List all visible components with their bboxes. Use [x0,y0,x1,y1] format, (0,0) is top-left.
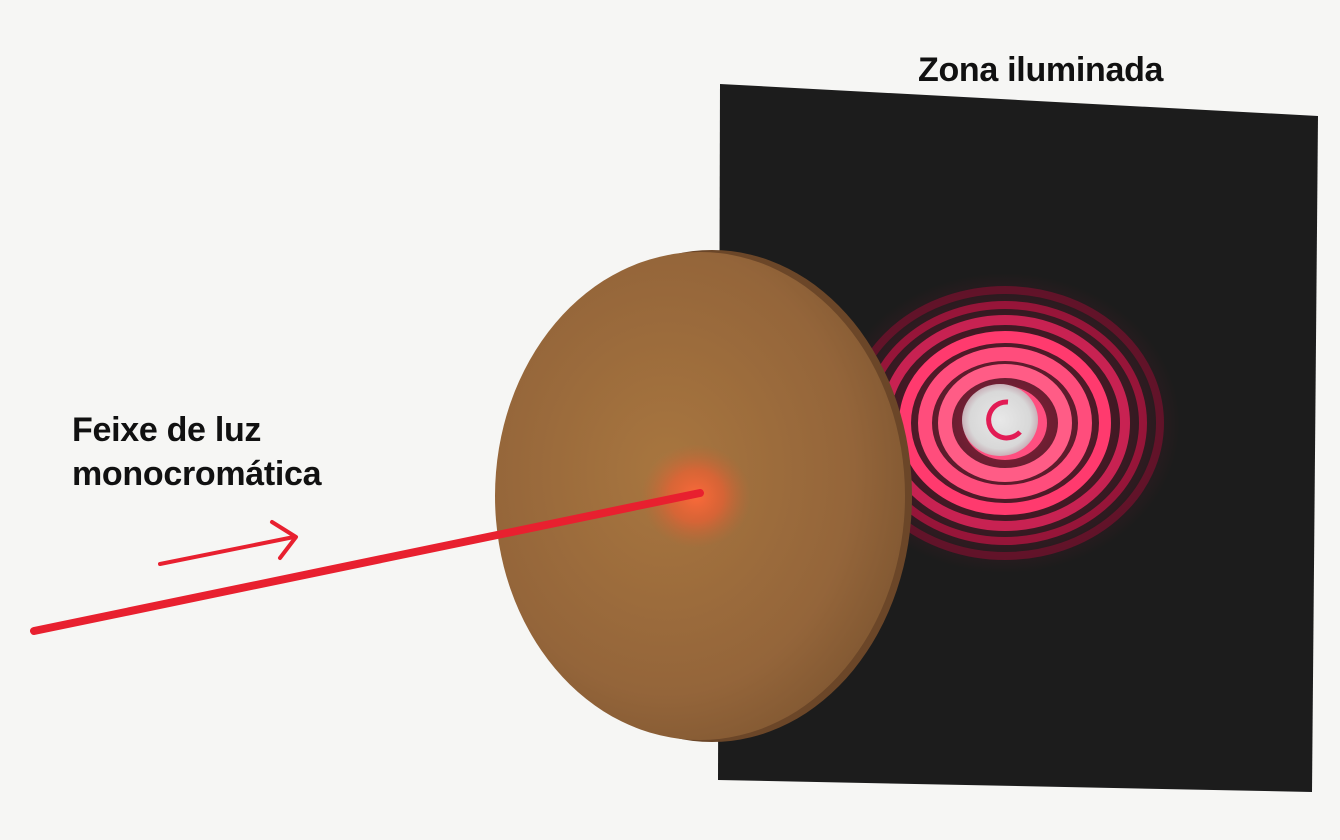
beam-label: Feixe de luz monocromática [72,408,322,496]
beam-label-line2: monocromática [72,455,322,493]
diffraction-pattern [830,273,1180,573]
light-beam [30,489,704,635]
central-bright-spot [962,384,1038,456]
arrow-right-icon [158,520,298,566]
beam-label-line1: Feixe de luz [72,411,262,449]
illuminated-zone-label: Zona iluminada [918,51,1164,89]
